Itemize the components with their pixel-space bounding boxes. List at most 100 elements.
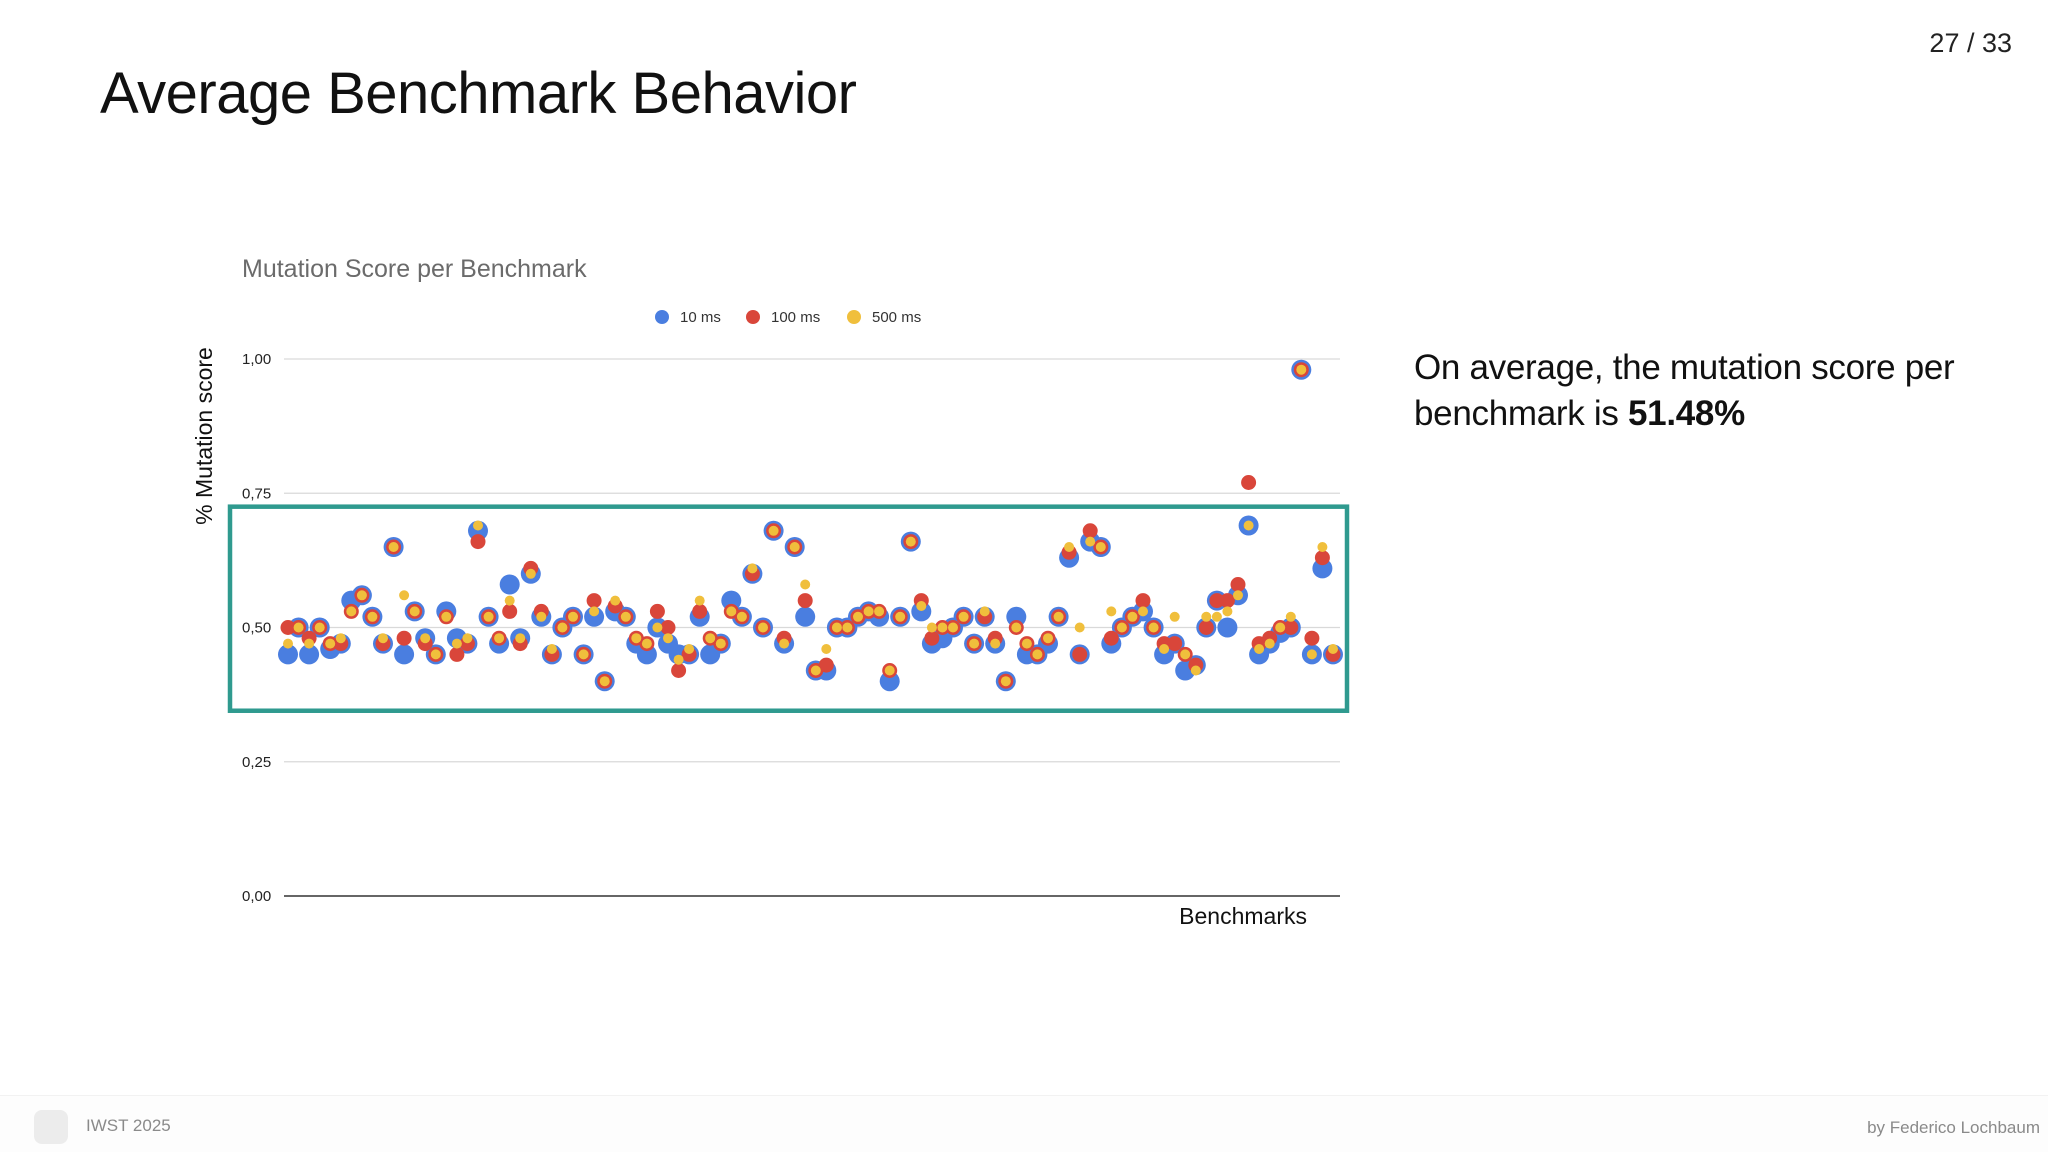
- point-500ms: [568, 611, 578, 622]
- point-10ms: [584, 606, 605, 627]
- point-10ms: [795, 606, 816, 627]
- point-500ms: [1285, 611, 1296, 622]
- point-500ms: [916, 601, 927, 611]
- point-500ms: [736, 611, 747, 622]
- point-500ms: [1211, 611, 1222, 622]
- point-100ms: [1230, 577, 1246, 592]
- point-100ms: [1103, 630, 1119, 646]
- point-500ms: [1233, 590, 1243, 601]
- point-500ms: [758, 622, 768, 633]
- point-100ms: [1167, 636, 1183, 652]
- point-10ms: [721, 590, 742, 611]
- point-10ms: [499, 574, 520, 595]
- point-100ms: [586, 593, 602, 609]
- point-100ms: [1198, 620, 1214, 635]
- point-500ms: [821, 644, 832, 654]
- point-500ms: [536, 611, 547, 622]
- point-500ms: [842, 622, 853, 633]
- point-100ms: [818, 657, 834, 673]
- point-500ms: [1306, 649, 1317, 660]
- point-10ms: [911, 601, 932, 622]
- point-10ms: [1312, 558, 1333, 579]
- point-500ms: [557, 622, 568, 633]
- point-10ms: [1006, 606, 1027, 627]
- point-500ms: [705, 633, 716, 644]
- point-10ms: [1217, 617, 1238, 638]
- point-500ms: [937, 622, 948, 633]
- point-100ms: [396, 630, 412, 646]
- point-500ms: [979, 606, 990, 617]
- point-100ms: [1314, 550, 1330, 566]
- point-500ms: [694, 595, 705, 606]
- point-500ms: [430, 649, 441, 660]
- legend-label-100ms: 100 ms: [771, 309, 820, 326]
- point-100ms: [502, 603, 518, 619]
- gridlines: [284, 358, 1340, 897]
- point-100ms: [1209, 593, 1225, 609]
- point-500ms: [1190, 665, 1201, 676]
- point-500ms: [789, 542, 800, 552]
- point-500ms: [504, 595, 515, 606]
- point-100ms: [924, 630, 940, 646]
- point-100ms: [1219, 593, 1235, 609]
- point-500ms: [673, 654, 684, 665]
- point-500ms: [346, 606, 357, 617]
- point-500ms: [599, 676, 610, 687]
- point-500ms: [462, 633, 473, 644]
- point-500ms: [969, 638, 980, 649]
- point-500ms: [652, 622, 663, 633]
- point-500ms: [483, 611, 494, 622]
- footer: IWST 2025 by Federico Lochbaum: [0, 1095, 2048, 1152]
- point-500ms: [388, 542, 399, 552]
- y-axis-ticks: 0,00 0,25 0,50 0,75 1,00: [242, 351, 271, 905]
- point-500ms: [810, 665, 821, 676]
- point-500ms: [1148, 622, 1159, 633]
- point-500ms: [726, 606, 737, 617]
- point-500ms: [1254, 644, 1265, 654]
- point-500ms: [631, 633, 642, 644]
- point-10ms: [636, 644, 657, 665]
- point-500ms: [325, 638, 336, 649]
- point-100ms: [660, 620, 676, 635]
- point-500ms: [926, 622, 937, 633]
- legend-marker-10ms: [655, 310, 669, 324]
- average-callout: On average, the mutation score per bench…: [1414, 345, 1974, 437]
- point-500ms: [990, 638, 1001, 649]
- point-500ms: [399, 590, 410, 601]
- point-500ms: [1159, 644, 1170, 654]
- point-100ms: [1072, 646, 1088, 662]
- point-500ms: [863, 606, 874, 617]
- page-counter: 27 / 33: [1929, 28, 2012, 58]
- y-axis-label: % Mutation score: [191, 347, 217, 525]
- point-500ms: [610, 595, 621, 606]
- point-500ms: [441, 611, 452, 622]
- point-500ms: [1328, 644, 1338, 654]
- point-500ms: [293, 622, 304, 633]
- point-500ms: [884, 665, 895, 676]
- point-500ms: [1275, 622, 1286, 633]
- y-tick-label: 0,00: [242, 888, 271, 905]
- point-500ms: [779, 638, 790, 649]
- point-100ms: [797, 593, 813, 609]
- point-500ms: [958, 611, 969, 622]
- chart-title: Mutation Score per Benchmark: [242, 255, 587, 283]
- point-500ms: [1201, 611, 1212, 622]
- point-500ms: [314, 622, 325, 633]
- footer-author: by Federico Lochbaum: [1867, 1118, 2040, 1137]
- point-500ms: [1243, 520, 1254, 531]
- point-500ms: [831, 622, 842, 633]
- point-500ms: [1138, 606, 1148, 617]
- legend-label-10ms: 10 ms: [680, 309, 721, 326]
- point-500ms: [948, 622, 958, 633]
- point-10ms: [468, 520, 488, 541]
- footer-conference: IWST 2025: [86, 1116, 171, 1135]
- point-500ms: [1180, 649, 1191, 660]
- point-100ms: [692, 603, 708, 619]
- point-500ms: [356, 590, 367, 601]
- point-500ms: [768, 525, 779, 536]
- point-500ms: [663, 633, 673, 644]
- point-10ms: [879, 671, 900, 692]
- point-500ms: [1074, 622, 1085, 633]
- point-100ms: [1082, 523, 1098, 539]
